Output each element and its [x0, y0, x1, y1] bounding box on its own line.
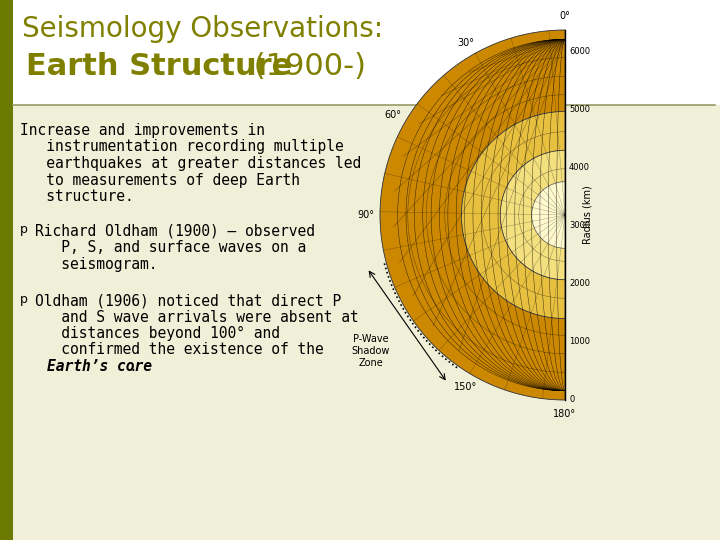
Text: 2000: 2000 [569, 279, 590, 288]
Text: Richard Oldham (1900) – observed: Richard Oldham (1900) – observed [35, 224, 315, 239]
Text: 0: 0 [569, 395, 575, 404]
Wedge shape [531, 181, 565, 248]
Text: 0°: 0° [559, 11, 570, 21]
Text: to measurements of deep Earth: to measurements of deep Earth [20, 172, 300, 187]
Text: 1000: 1000 [569, 338, 590, 347]
Text: instrumentation recording multiple: instrumentation recording multiple [20, 139, 343, 154]
Text: 6000: 6000 [569, 47, 590, 56]
Text: P, S, and surface waves on a: P, S, and surface waves on a [35, 240, 306, 255]
Text: earthquakes at greater distances led: earthquakes at greater distances led [20, 156, 361, 171]
Bar [0, 105, 720, 540]
Text: 4000: 4000 [569, 163, 590, 172]
Text: (1900-): (1900-) [244, 52, 366, 81]
Text: confirmed the existence of the: confirmed the existence of the [35, 342, 324, 357]
Text: 90°: 90° [358, 210, 374, 220]
Text: Oldham (1906) noticed that direct P: Oldham (1906) noticed that direct P [35, 293, 341, 308]
Text: Increase and improvements in: Increase and improvements in [20, 123, 265, 138]
Text: 3000: 3000 [569, 221, 590, 230]
Wedge shape [500, 150, 565, 280]
Text: and S wave arrivals were absent at: and S wave arrivals were absent at [35, 309, 359, 325]
Text: seismogram.: seismogram. [35, 256, 158, 272]
Text: 60°: 60° [384, 111, 401, 120]
Text: Earth Structure: Earth Structure [26, 52, 292, 81]
Text: Radius (km): Radius (km) [582, 186, 592, 245]
Text: p: p [20, 293, 28, 306]
Text: 150°: 150° [454, 382, 477, 393]
Text: Earth’s core: Earth’s core [47, 359, 152, 374]
Text: Seismology Observations:: Seismology Observations: [22, 15, 383, 43]
Bar [0, 0, 720, 105]
Text: 30°: 30° [457, 38, 474, 48]
Text: 180°: 180° [554, 409, 577, 419]
Wedge shape [462, 111, 565, 319]
Wedge shape [380, 30, 565, 400]
Text: p: p [20, 224, 28, 237]
Bar [0, 0, 13, 540]
Text: P-Wave
Shadow
Zone: P-Wave Shadow Zone [351, 334, 390, 368]
Text: .: . [129, 359, 138, 374]
Text: distances beyond 100° and: distances beyond 100° and [35, 326, 280, 341]
Text: 5000: 5000 [569, 105, 590, 114]
Text: structure.: structure. [20, 189, 134, 204]
